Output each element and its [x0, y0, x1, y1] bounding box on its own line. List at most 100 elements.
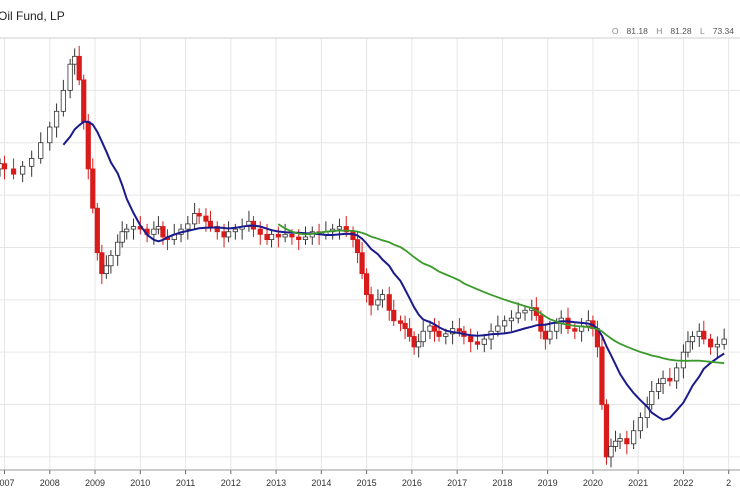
down-candle — [94, 207, 100, 254]
chart-header: Oil Fund, LP O 81.18 H 81.28 L 73.34 — [0, 0, 740, 36]
down-candle — [624, 438, 630, 445]
down-candle — [76, 55, 82, 81]
up-candle — [689, 336, 696, 343]
down-candle — [391, 309, 397, 322]
up-candle — [119, 231, 125, 243]
down-candle — [407, 328, 413, 337]
up-candle — [714, 343, 720, 348]
up-candle — [60, 89, 66, 112]
up-candle — [696, 330, 702, 337]
up-candle — [502, 320, 508, 327]
down-candle — [203, 215, 209, 222]
up-candle — [427, 325, 433, 332]
up-candle — [336, 226, 343, 230]
x-tick-label: 2020 — [583, 478, 603, 488]
up-candle — [103, 265, 109, 275]
up-candle — [47, 126, 53, 144]
up-candle — [53, 110, 60, 128]
x-tick-label: 2011 — [176, 478, 195, 488]
x-tick-label: 2019 — [538, 478, 558, 488]
up-candle — [108, 254, 114, 267]
up-candle — [115, 241, 121, 256]
low-label: L — [699, 26, 705, 36]
up-candle — [481, 338, 487, 345]
up-candle — [655, 383, 662, 392]
up-candle — [72, 55, 78, 65]
up-candle — [302, 236, 309, 240]
down-candle — [603, 404, 610, 458]
down-candle — [667, 377, 673, 382]
down-candle — [85, 121, 91, 170]
x-tick-label: 2007 — [0, 478, 15, 488]
high-label: H — [656, 26, 663, 36]
x-tick-label: 2022 — [673, 478, 693, 488]
up-candle — [20, 165, 26, 175]
high-value: 81.28 — [670, 26, 692, 36]
up-candle — [612, 440, 619, 447]
up-candle — [124, 228, 130, 233]
down-candle — [364, 273, 370, 295]
low-value: 73.34 — [712, 26, 734, 36]
down-candle — [354, 239, 361, 254]
down-candle — [386, 294, 392, 311]
down-candle — [397, 320, 404, 324]
x-tick-label: 2009 — [85, 478, 105, 488]
up-candle — [225, 231, 232, 238]
up-candle — [379, 294, 386, 301]
x-tick-label: 2012 — [221, 478, 241, 488]
up-candle — [67, 63, 73, 91]
down-candle — [350, 231, 356, 240]
up-candle — [522, 309, 528, 314]
up-candle — [29, 158, 35, 167]
down-candle — [90, 168, 96, 209]
x-tick-label: 2021 — [628, 478, 648, 488]
down-candle — [538, 315, 544, 332]
down-candle — [707, 338, 714, 348]
up-candle — [660, 377, 666, 385]
down-candle — [207, 220, 214, 227]
up-candle — [674, 367, 680, 382]
down-candle — [343, 226, 349, 233]
down-candle — [81, 79, 87, 123]
up-candle — [443, 333, 449, 337]
down-candle — [221, 231, 227, 238]
down-candle — [275, 233, 281, 238]
down-candle — [411, 336, 417, 348]
down-candle — [160, 226, 166, 238]
up-candle — [416, 341, 422, 348]
ohlc-readout: O 81.18 H 81.28 L 73.34 — [606, 26, 734, 36]
up-candle — [38, 142, 44, 159]
x-tick-label: 2010 — [130, 478, 150, 488]
up-candle — [547, 330, 553, 340]
up-candle — [685, 341, 691, 353]
up-candle — [192, 213, 198, 225]
up-candle — [608, 446, 614, 458]
down-candle — [10, 168, 17, 175]
x-tick-label: 2 — [726, 478, 731, 488]
x-tick-label: 2015 — [357, 478, 377, 488]
down-candle — [1, 163, 8, 170]
up-candle — [232, 228, 238, 233]
up-candle — [185, 223, 191, 230]
down-candle — [368, 294, 374, 306]
down-candle — [402, 322, 408, 330]
up-candle — [155, 226, 162, 230]
up-candle — [495, 325, 501, 332]
down-candle — [572, 328, 578, 332]
down-candle — [257, 228, 263, 235]
down-candle — [264, 233, 270, 240]
up-candle — [420, 330, 426, 343]
x-tick-label: 2018 — [492, 478, 512, 488]
short-moving-average-line — [62, 120, 725, 421]
up-candle — [151, 228, 157, 235]
up-candle — [637, 417, 644, 432]
down-candle — [296, 236, 302, 240]
long-moving-average-line — [277, 223, 725, 365]
up-candle — [554, 322, 560, 332]
x-tick-label: 2008 — [40, 478, 60, 488]
plot-area — [0, 38, 740, 470]
up-candle — [721, 338, 727, 345]
up-candle — [0, 163, 3, 170]
chart-title: Oil Fund, LP — [0, 9, 65, 23]
